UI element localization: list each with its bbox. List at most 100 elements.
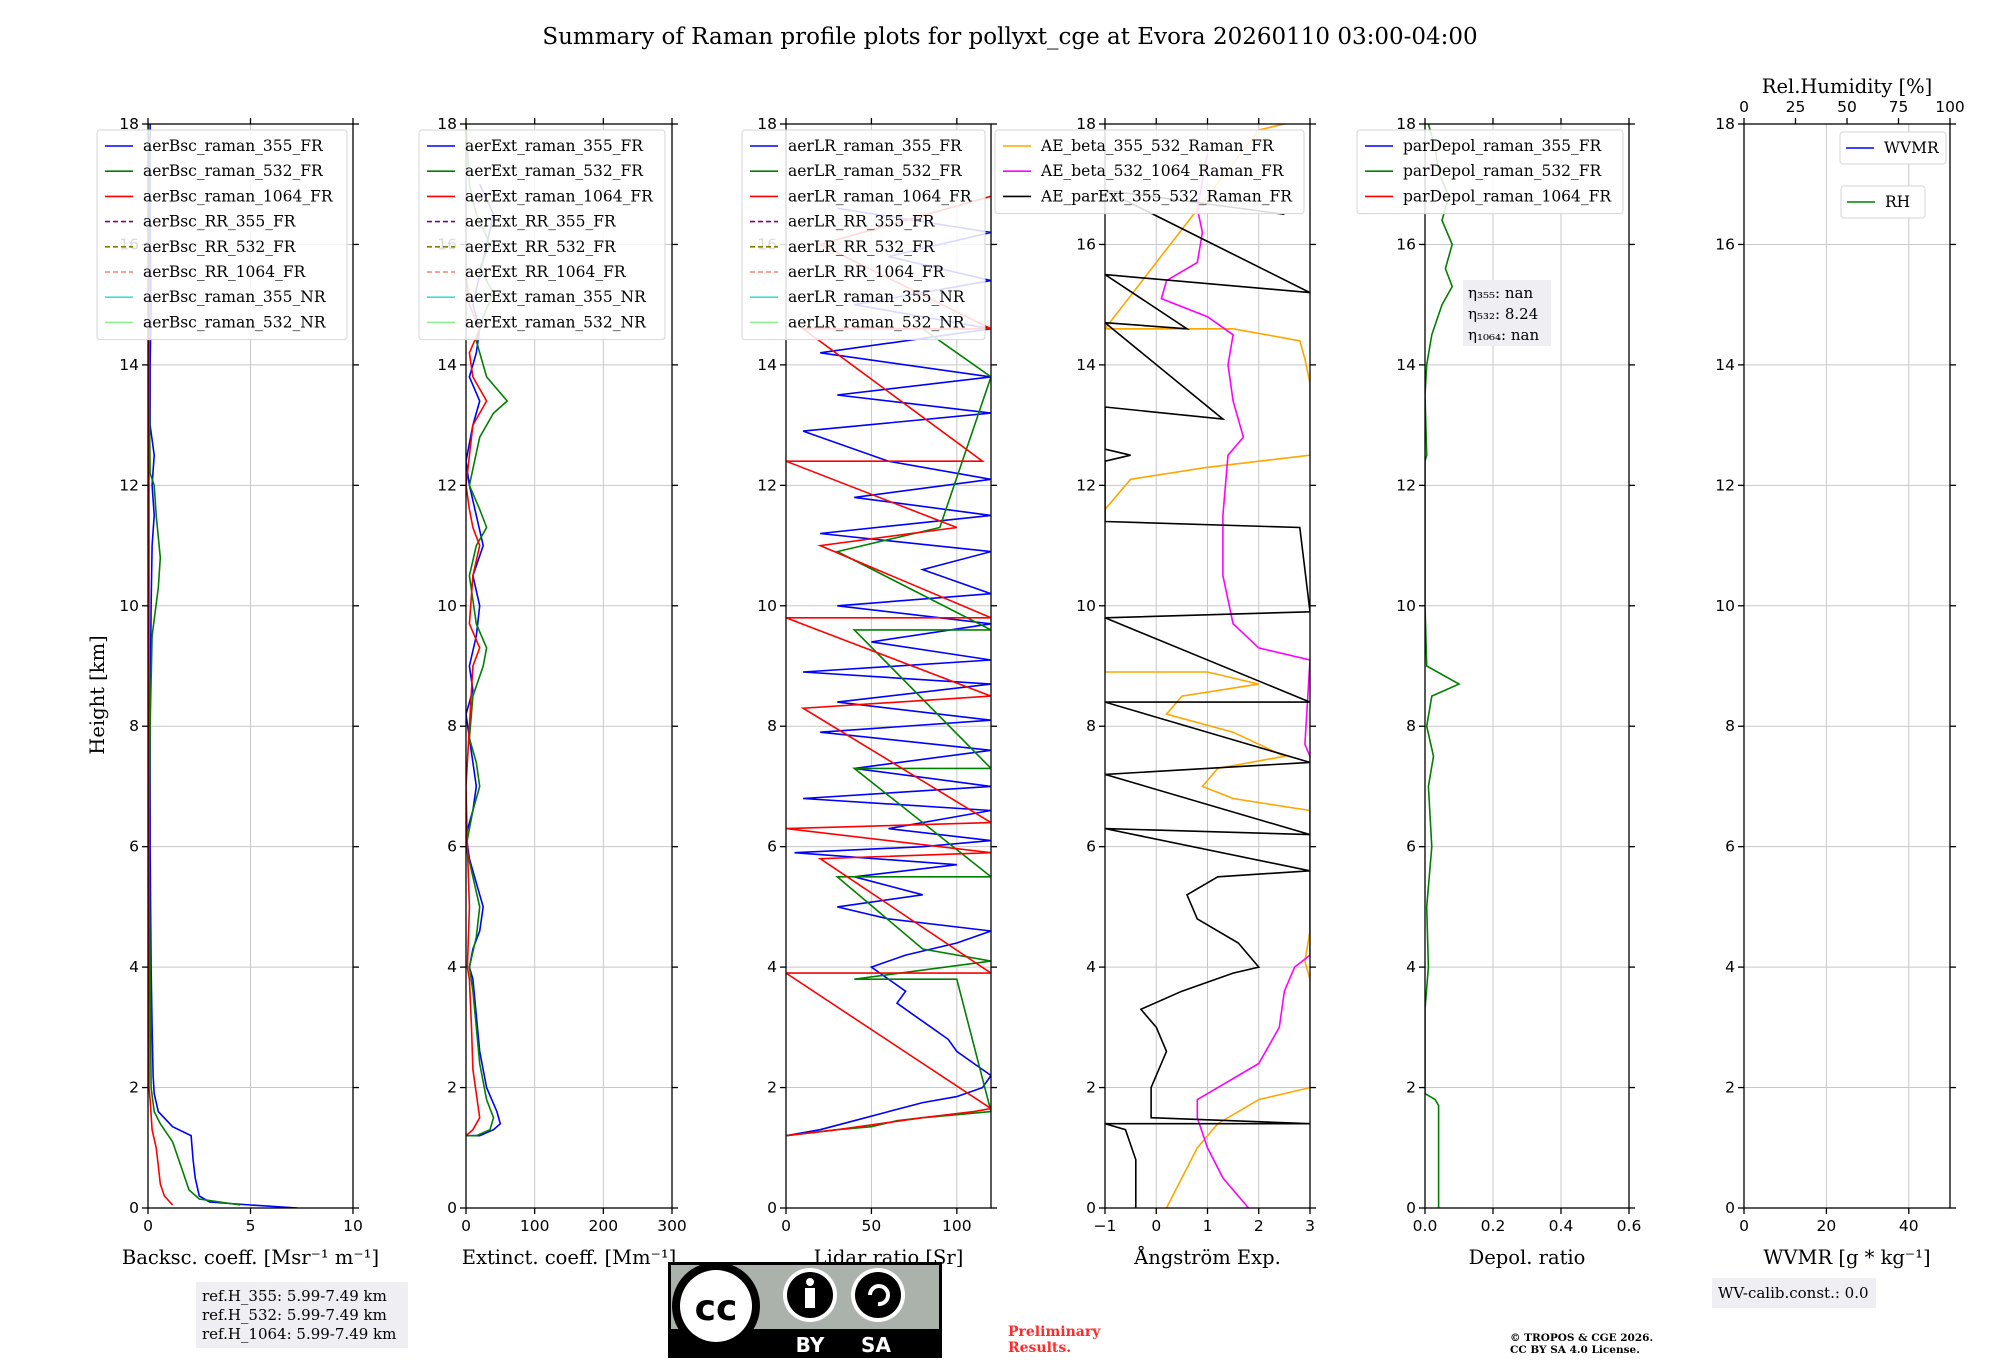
legend-label: aerExt_raman_355_NR <box>465 288 647 306</box>
subplot-lr: 050100024681012141618Lidar ratio [Sr]aer… <box>741 115 997 1269</box>
legend-label: aerLR_RR_355_FR <box>788 213 936 231</box>
y-tick-label: 14 <box>757 356 777 374</box>
ref-height-532: ref.H_532: 5.99-7.49 km <box>202 1306 387 1324</box>
x-axis-label: Ångström Exp. <box>1133 1244 1281 1269</box>
series-line-aerBsc_raman_1064_FR <box>148 244 174 1206</box>
legend-label: aerExt_raman_532_NR <box>465 313 647 331</box>
legend-label: aerBsc_raman_532_NR <box>143 313 327 331</box>
legend-box-rh <box>1840 185 1926 219</box>
y-tick-label: 6 <box>1086 838 1096 856</box>
y-tick-label: 10 <box>119 597 139 615</box>
y-tick-label: 8 <box>767 717 777 735</box>
axes-frame <box>465 123 673 1209</box>
x-tick-label: 0 <box>781 1217 791 1235</box>
x-tick-label: 10 <box>343 1217 363 1235</box>
eta-label: η₅₃₂: 8.24 <box>1468 305 1538 323</box>
preliminary-line2: Results. <box>1008 1340 1071 1356</box>
y-tick-label: 14 <box>1396 356 1416 374</box>
legend-label: aerLR_raman_532_NR <box>788 313 966 331</box>
legend-label: aerLR_raman_355_FR <box>788 137 963 155</box>
top-x-tick-label: 0 <box>1739 98 1749 116</box>
y-tick-label: 0 <box>1406 1199 1416 1217</box>
axes-frame <box>1743 123 1951 1209</box>
legend-label: AE_beta_355_532_Raman_FR <box>1040 137 1275 155</box>
legend-box-wvmr <box>1839 131 1947 165</box>
y-tick-label: 10 <box>1396 597 1416 615</box>
ref-height-box: ref.H_355: 5.99-7.49 km ref.H_532: 5.99-… <box>196 1282 408 1348</box>
y-tick-label: 6 <box>1406 838 1416 856</box>
axes-frame <box>785 123 992 1209</box>
y-tick-label: 0 <box>129 1199 139 1217</box>
data-lines <box>1105 124 1310 1208</box>
legend-box <box>96 129 348 341</box>
x-tick-label: 100 <box>520 1217 550 1235</box>
y-tick-label: 6 <box>767 838 777 856</box>
legend-label: AE_beta_532_1064_Raman_FR <box>1040 162 1285 180</box>
y-tick-label: 10 <box>437 597 457 615</box>
y-tick-label: 4 <box>1406 958 1416 976</box>
by-icon-body <box>805 1288 815 1308</box>
y-tick-label: 6 <box>447 838 457 856</box>
y-tick-label: 10 <box>1076 597 1096 615</box>
data-lines <box>1425 124 1461 1208</box>
y-tick-label: 8 <box>1086 717 1096 735</box>
cc-icon-text: cc <box>695 1288 738 1329</box>
y-tick-label: 4 <box>129 958 139 976</box>
x-tick-label: 0.2 <box>1481 1217 1506 1235</box>
x-tick-label: 100 <box>942 1217 972 1235</box>
y-tick-label: 14 <box>1715 356 1735 374</box>
cc-by-sa-badge: cc BY SA <box>668 1262 942 1358</box>
y-tick-label: 0 <box>1086 1199 1096 1217</box>
legend-label: aerBsc_RR_355_FR <box>143 213 297 231</box>
series-line-parDepol_raman_532_FR <box>1425 124 1461 1208</box>
y-tick-label: 12 <box>1076 476 1096 494</box>
legend-label: aerBsc_raman_355_FR <box>143 137 324 155</box>
y-tick-label: 0 <box>767 1199 777 1217</box>
eta-label: η₃₅₅: nan <box>1468 284 1533 302</box>
y-tick-label: 18 <box>119 115 139 133</box>
ref-height-bg <box>196 1282 408 1348</box>
legend-label: aerBsc_RR_532_FR <box>143 238 297 256</box>
sa-icon-arrow <box>868 1284 890 1307</box>
y-tick-label: 18 <box>437 115 457 133</box>
x-tick-label: 0.6 <box>1617 1217 1642 1235</box>
legend-label: aerExt_RR_355_FR <box>465 213 617 231</box>
legend-label: aerLR_raman_355_NR <box>788 288 966 306</box>
legend-label: aerBsc_raman_355_NR <box>143 288 327 306</box>
cc-icon <box>680 1270 752 1342</box>
y-tick-label: 14 <box>437 356 457 374</box>
figure-title: Summary of Raman profile plots for polly… <box>542 24 1477 50</box>
legend-label: AE_parExt_355_532_Raman_FR <box>1040 187 1293 205</box>
legend-label: aerExt_raman_532_FR <box>465 162 644 180</box>
y-tick-label: 8 <box>447 717 457 735</box>
data-lines <box>148 124 298 1208</box>
legend-label: aerLR_RR_1064_FR <box>788 263 946 281</box>
legend-label: parDepol_raman_1064_FR <box>1403 187 1612 205</box>
y-tick-label: 0 <box>447 1199 457 1217</box>
y-tick-label: 12 <box>1715 476 1735 494</box>
x-tick-label: 40 <box>1899 1217 1919 1235</box>
y-tick-label: 6 <box>129 838 139 856</box>
x-tick-label: 0.4 <box>1549 1217 1574 1235</box>
y-tick-label: 12 <box>119 476 139 494</box>
y-tick-label: 4 <box>447 958 457 976</box>
x-axis-label: WVMR [g * kg⁻¹] <box>1763 1246 1930 1269</box>
y-tick-label: 12 <box>1396 476 1416 494</box>
x-axis-label: Depol. ratio <box>1469 1246 1586 1269</box>
ref-height-355: ref.H_355: 5.99-7.49 km <box>202 1287 387 1305</box>
subplot-ext: 0100200300024681012141618Extinct. coeff.… <box>418 115 687 1269</box>
series-line-aerExt_raman_355_FR <box>466 183 502 1137</box>
y-tick-label: 0 <box>1725 1199 1735 1217</box>
legend-label: aerExt_raman_1064_FR <box>465 187 654 205</box>
legend-label: aerLR_raman_532_FR <box>788 162 963 180</box>
y-tick-label: 6 <box>1725 838 1735 856</box>
y-tick-label: 2 <box>1725 1079 1735 1097</box>
eta-label: η₁₀₆₄: nan <box>1468 326 1539 344</box>
legend-label: aerBsc_raman_1064_FR <box>143 187 334 205</box>
ref-height-1064: ref.H_1064: 5.99-7.49 km <box>202 1325 396 1343</box>
y-tick-label: 4 <box>767 958 777 976</box>
x-tick-label: 2 <box>1254 1217 1264 1235</box>
